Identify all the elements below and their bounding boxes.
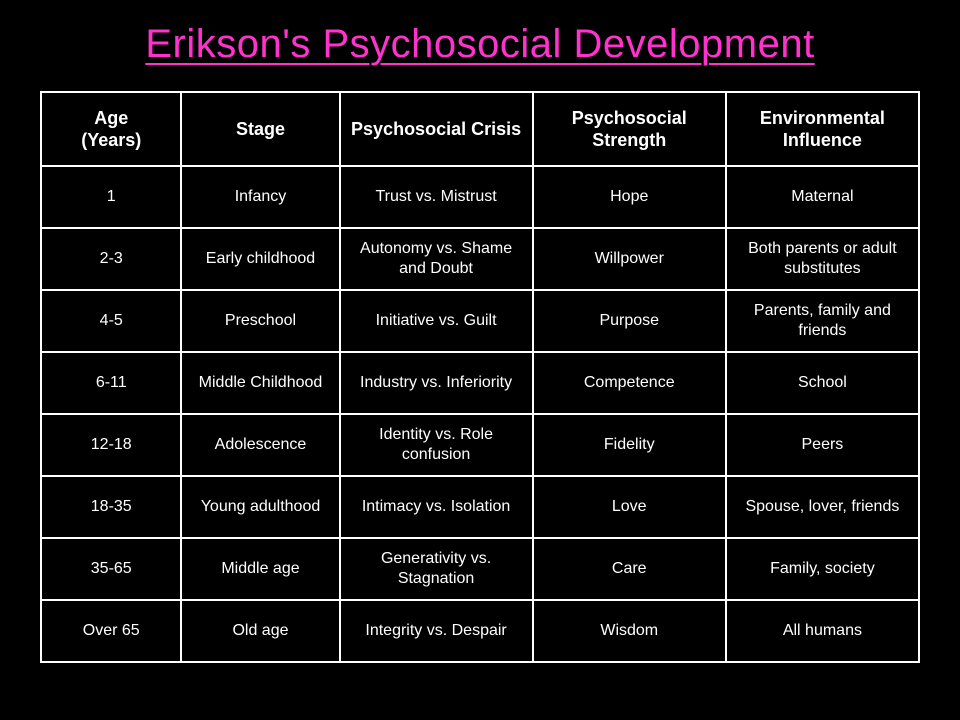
table-cell: Trust vs. Mistrust	[340, 166, 533, 228]
slide: Erikson's Psychosocial Development Age (…	[0, 0, 960, 720]
table-cell: Initiative vs. Guilt	[340, 290, 533, 352]
header-stage: Stage	[181, 92, 339, 166]
table-cell: Spouse, lover, friends	[726, 476, 919, 538]
table-row: 1InfancyTrust vs. MistrustHopeMaternal	[41, 166, 919, 228]
table-cell: Industry vs. Inferiority	[340, 352, 533, 414]
table-cell: Purpose	[533, 290, 726, 352]
table-cell: Fidelity	[533, 414, 726, 476]
header-influence: Environmental Influence	[726, 92, 919, 166]
table-cell: Both parents or adult substitutes	[726, 228, 919, 290]
table-cell: 18-35	[41, 476, 181, 538]
table-cell: 2-3	[41, 228, 181, 290]
table-cell: Intimacy vs. Isolation	[340, 476, 533, 538]
table-cell: Parents, family and friends	[726, 290, 919, 352]
table-row: 2-3Early childhoodAutonomy vs. Shame and…	[41, 228, 919, 290]
table-row: 4-5PreschoolInitiative vs. GuiltPurposeP…	[41, 290, 919, 352]
table-cell: Early childhood	[181, 228, 339, 290]
table-cell: Care	[533, 538, 726, 600]
table-row: 6-11Middle ChildhoodIndustry vs. Inferio…	[41, 352, 919, 414]
table-cell: Integrity vs. Despair	[340, 600, 533, 662]
table-row: 35-65Middle ageGenerativity vs. Stagnati…	[41, 538, 919, 600]
table-cell: Middle Childhood	[181, 352, 339, 414]
table-cell: Autonomy vs. Shame and Doubt	[340, 228, 533, 290]
table-cell: School	[726, 352, 919, 414]
table-cell: All humans	[726, 600, 919, 662]
table-cell: Hope	[533, 166, 726, 228]
table-cell: Adolescence	[181, 414, 339, 476]
table-cell: Wisdom	[533, 600, 726, 662]
table-cell: 12-18	[41, 414, 181, 476]
table-body: 1InfancyTrust vs. MistrustHopeMaternal2-…	[41, 166, 919, 662]
table-cell: 4-5	[41, 290, 181, 352]
header-age: Age (Years)	[41, 92, 181, 166]
header-crisis: Psychosocial Crisis	[340, 92, 533, 166]
table-cell: Middle age	[181, 538, 339, 600]
table-cell: Old age	[181, 600, 339, 662]
table-cell: Over 65	[41, 600, 181, 662]
table-row: Over 65Old ageIntegrity vs. DespairWisdo…	[41, 600, 919, 662]
table-cell: Love	[533, 476, 726, 538]
header-strength: Psychosocial Strength	[533, 92, 726, 166]
table-cell: Peers	[726, 414, 919, 476]
table-header-row: Age (Years) Stage Psychosocial Crisis Ps…	[41, 92, 919, 166]
table-cell: 1	[41, 166, 181, 228]
table-row: 18-35Young adulthoodIntimacy vs. Isolati…	[41, 476, 919, 538]
table-row: 12-18AdolescenceIdentity vs. Role confus…	[41, 414, 919, 476]
header-age-line1: Age	[94, 108, 128, 128]
table-cell: 6-11	[41, 352, 181, 414]
slide-title: Erikson's Psychosocial Development	[40, 22, 920, 67]
erikson-table: Age (Years) Stage Psychosocial Crisis Ps…	[40, 91, 920, 663]
table-cell: Competence	[533, 352, 726, 414]
table-cell: Young adulthood	[181, 476, 339, 538]
table-cell: Maternal	[726, 166, 919, 228]
table-cell: Identity vs. Role confusion	[340, 414, 533, 476]
table-cell: Willpower	[533, 228, 726, 290]
table-cell: Infancy	[181, 166, 339, 228]
table-cell: Preschool	[181, 290, 339, 352]
table-cell: Family, society	[726, 538, 919, 600]
table-cell: 35-65	[41, 538, 181, 600]
table-cell: Generativity vs. Stagnation	[340, 538, 533, 600]
header-age-line2: (Years)	[50, 129, 172, 152]
